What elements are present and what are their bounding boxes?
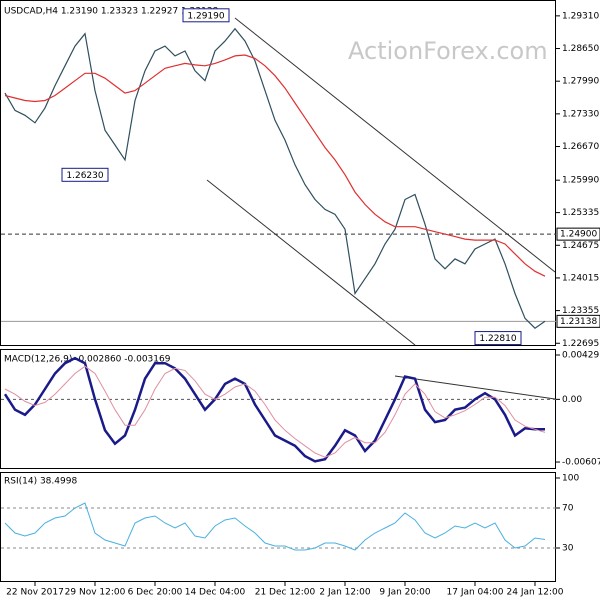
annotation-label: 1.26230 [66, 171, 103, 181]
y-tick-label: 1.28650 [562, 44, 599, 54]
y-tick-label: 1.27330 [562, 109, 599, 119]
y-tick-label: 0.004297 [562, 350, 600, 360]
y-tick-label: 100 [562, 474, 579, 484]
channel-line [206, 179, 416, 346]
y-tick-label: 1.26670 [562, 142, 599, 152]
x-tick-label: 21 Dec 12:00 [255, 588, 316, 598]
annotation-box [61, 167, 109, 182]
series-line [3, 356, 545, 463]
y-tick-label: 30 [562, 544, 574, 554]
channel-line [234, 17, 556, 273]
annotation-label: 1.22810 [479, 334, 516, 344]
y-tick-label: 1.24015 [562, 273, 599, 283]
x-tick-label: 9 Jan 20:00 [379, 588, 431, 598]
level-label-box [556, 314, 600, 328]
series-line [4, 27, 546, 329]
macd-trend-line [394, 375, 556, 400]
y-tick-label: 0.00 [562, 395, 582, 405]
macd-panel [0, 349, 556, 469]
x-tick-label: 22 Nov 2017 [6, 588, 64, 598]
series-line [4, 54, 546, 277]
panel-title: RSI(14) 38.4998 [4, 477, 77, 487]
y-tick-label: 1.25990 [562, 176, 599, 186]
price-panel [0, 0, 556, 346]
x-tick-label: 14 Dec 04:00 [185, 588, 246, 598]
level-label: 1.24900 [560, 230, 597, 240]
series-line [4, 365, 546, 458]
watermark: ActionForex.com [348, 37, 548, 65]
level-label: 1.23138 [560, 317, 597, 327]
x-tick-label: 17 Jan 04:00 [447, 588, 504, 598]
y-tick-label: 1.23355 [562, 306, 599, 316]
x-tick-label: 24 Jan 12:00 [507, 588, 564, 598]
panel-title: USDCAD,H4 1.23190 1.23323 1.22927 1.2313… [4, 7, 219, 17]
y-tick-label: 1.24675 [562, 241, 599, 251]
x-tick-label: 2 Jan 12:00 [319, 588, 371, 598]
annotation-box [474, 331, 522, 346]
y-tick-label: 1.22695 [562, 339, 599, 349]
rsi-panel [0, 472, 556, 582]
annotation-box [182, 8, 230, 23]
x-tick-label: 6 Dec 20:00 [128, 588, 183, 598]
panel-title: MACD(12,26,9) -0.002860 -0.003169 [4, 355, 171, 365]
y-tick-label: 1.25335 [562, 208, 599, 218]
level-label-box [556, 227, 600, 241]
series-line [4, 502, 546, 551]
x-tick-label: 29 Nov 12:00 [65, 588, 126, 598]
annotation-label: 1.29190 [187, 11, 224, 21]
y-tick-label: 1.27990 [562, 77, 599, 87]
y-tick-label: 1.29310 [562, 11, 599, 21]
y-tick-label: -0.006071 [562, 458, 600, 468]
y-tick-label: 70 [562, 504, 574, 514]
